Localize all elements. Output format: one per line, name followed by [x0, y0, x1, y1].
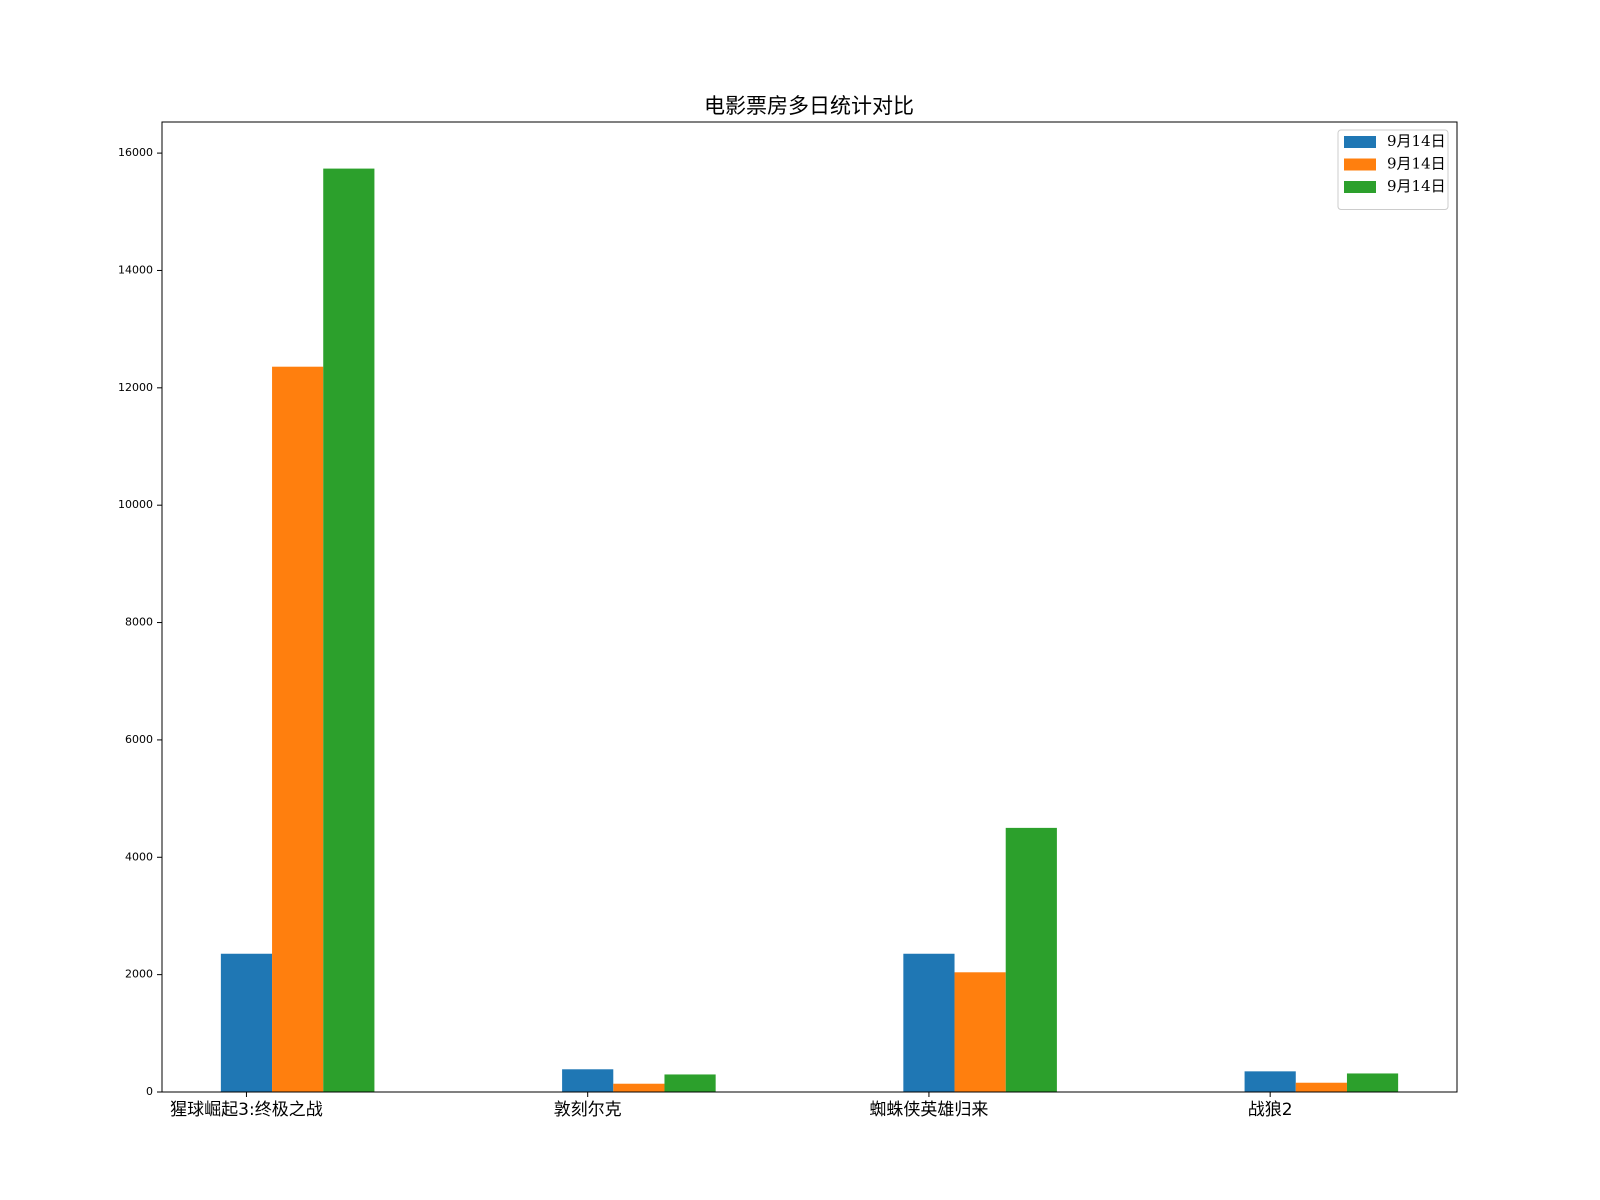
legend-swatch	[1344, 136, 1376, 148]
legend-label: 9月14日	[1387, 132, 1446, 150]
bar	[272, 366, 324, 1092]
y-tick-label: 8000	[125, 616, 153, 629]
bar	[1346, 1073, 1399, 1092]
bar	[1244, 1071, 1296, 1092]
y-tick-label: 12000	[118, 381, 153, 394]
y-tick-label: 10000	[118, 498, 153, 511]
x-tick-label: 猩球崛起3:终极之战	[170, 1100, 323, 1120]
bar	[954, 972, 1006, 1092]
bar	[220, 953, 273, 1092]
bar	[664, 1074, 716, 1092]
bar	[1005, 827, 1057, 1092]
legend-swatch	[1344, 181, 1376, 193]
y-tick-label: 6000	[125, 733, 153, 746]
legend-label: 9月14日	[1387, 177, 1446, 195]
legend-swatch	[1344, 158, 1376, 171]
y-tick-label: 16000	[118, 146, 153, 159]
y-tick-label: 4000	[125, 850, 153, 863]
x-tick-label: 敦刻尔克	[554, 1100, 622, 1120]
y-tick-label: 14000	[118, 263, 153, 276]
chart-title: 电影票房多日统计对比	[704, 94, 914, 118]
x-tick-label: 蜘蛛侠英雄归来	[869, 1100, 988, 1120]
y-tick-label: 2000	[125, 968, 153, 981]
bar	[903, 953, 955, 1092]
y-tick-label: 0	[146, 1085, 153, 1098]
bar	[323, 168, 375, 1092]
bar	[613, 1083, 665, 1092]
legend-label: 9月14日	[1387, 155, 1446, 173]
x-tick-label: 战狼2	[1248, 1100, 1293, 1120]
bar	[562, 1069, 614, 1092]
bar	[1295, 1082, 1347, 1092]
plot-frame	[161, 121, 1458, 1093]
